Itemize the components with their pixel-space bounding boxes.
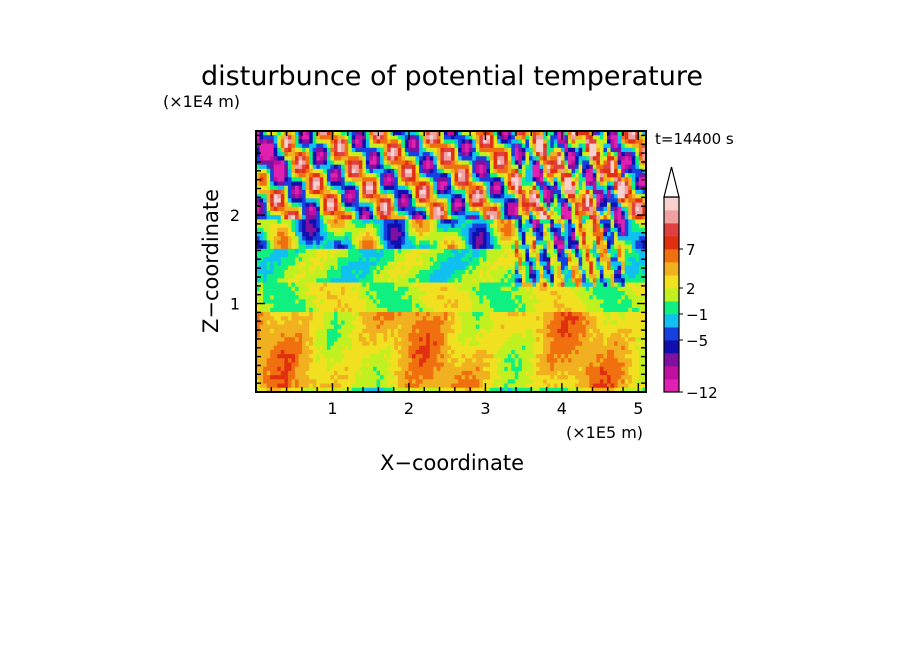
- colorbar: −12−5−127: [663, 166, 718, 402]
- colorbar-swatch: [664, 301, 679, 315]
- y-tick-label: 2: [230, 206, 240, 225]
- colorbar-swatch: [664, 210, 679, 224]
- time-label: t=14400 s: [655, 130, 734, 148]
- x-axis: 1 2 3 4 5: [255, 131, 643, 418]
- contour-field: [256, 131, 646, 392]
- x-tick-label: 1: [327, 399, 337, 418]
- colorbar-swatch: [664, 288, 679, 302]
- x-axis-label: X−coordinate: [380, 451, 524, 475]
- colorbar-swatch: [664, 249, 679, 263]
- chart-title: disturbunce of potential temperature: [201, 61, 703, 92]
- colorbar-extend-arrow: [663, 166, 680, 198]
- x-tick-label: 5: [633, 399, 643, 418]
- plot-frame: [255, 130, 647, 393]
- x-tick-label: 4: [557, 399, 567, 418]
- colorbar-label: −5: [686, 332, 708, 350]
- colorbar-swatch: [664, 262, 679, 276]
- colorbar-swatch: [664, 327, 679, 341]
- colorbar-swatch: [664, 275, 679, 289]
- y-tick-label: 1: [230, 295, 240, 314]
- x-tick-label: 3: [480, 399, 490, 418]
- colorbar-swatch: [664, 314, 679, 328]
- colorbar-swatch: [664, 340, 679, 354]
- x-unit-label: (×1E5 m): [566, 423, 643, 442]
- y-axis: 12: [230, 134, 646, 393]
- colorbar-swatch: [664, 353, 679, 367]
- plot-area: [255, 130, 647, 393]
- colorbar-swatch: [664, 236, 679, 250]
- colorbar-label: −1: [686, 306, 708, 324]
- y-unit-label: (×1E4 m): [163, 92, 240, 111]
- colorbar-swatch: [664, 379, 679, 393]
- colorbar-swatch: [664, 366, 679, 380]
- colorbar-swatch: [664, 223, 679, 237]
- x-tick-label: 2: [404, 399, 414, 418]
- colorbar-label: −12: [686, 384, 718, 402]
- y-axis-label: Z−coordinate: [199, 189, 223, 333]
- colorbar-label: 7: [686, 241, 696, 259]
- colorbar-label: 2: [686, 280, 696, 298]
- colorbar-swatch: [664, 197, 679, 211]
